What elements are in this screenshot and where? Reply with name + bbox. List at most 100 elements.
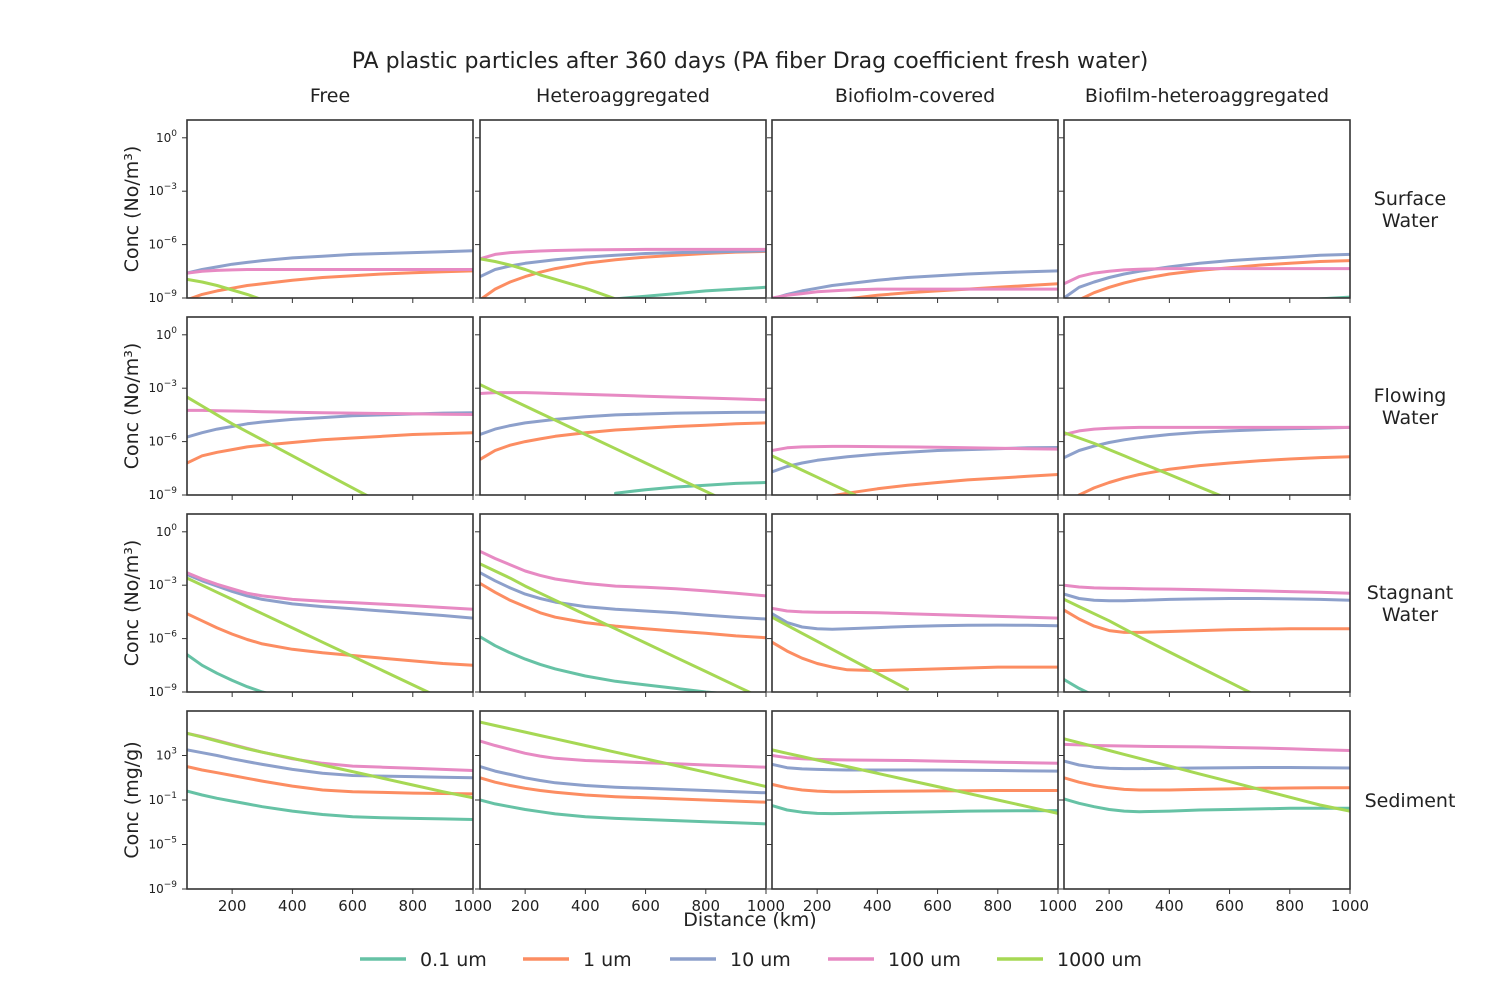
x-tick-label: 1000 xyxy=(747,897,785,915)
series-line-10-um xyxy=(1064,592,1350,603)
x-tick-label: 200 xyxy=(1095,897,1124,915)
panel-frame xyxy=(771,513,1059,693)
y-tick-label: 10−9 xyxy=(148,289,177,305)
panel: 200 400 600 800 1000 xyxy=(1059,710,1369,915)
y-tick-label: 10−3 xyxy=(148,182,177,198)
panel xyxy=(1059,513,1351,697)
row-label: Water xyxy=(1382,210,1438,232)
series-line-10-um xyxy=(480,410,766,436)
series-line-10-um xyxy=(1064,425,1350,460)
series-line-100-um xyxy=(480,391,766,402)
x-tick-label: 400 xyxy=(278,897,307,915)
series-line-100-um xyxy=(480,549,766,598)
y-tick-label: 100 xyxy=(156,326,177,342)
x-axis-label: Distance (km) xyxy=(683,909,816,931)
x-tick-label: 1000 xyxy=(454,897,492,915)
x-tick-label: 800 xyxy=(691,897,720,915)
series-line-0.1-um xyxy=(480,798,766,826)
y-tick-label: 10−6 xyxy=(148,433,177,449)
series-line-1-um xyxy=(187,431,473,465)
y-tick-label: 100 xyxy=(156,129,177,145)
panel xyxy=(767,119,1059,303)
series-line-100-um xyxy=(480,247,766,261)
legend-item: 100 um xyxy=(828,949,961,971)
panel xyxy=(475,316,767,500)
panel-frame xyxy=(186,316,474,496)
series-line-10-um xyxy=(772,762,1058,773)
row-label: Sediment xyxy=(1365,790,1456,812)
column-title: Heteroaggregated xyxy=(536,85,710,107)
legend-item: 10 um xyxy=(670,949,791,971)
series-line-0.1-um xyxy=(614,481,766,495)
series-line-1-um xyxy=(1077,455,1350,495)
series-line-100-um xyxy=(772,606,1058,620)
panel-frame xyxy=(1063,119,1351,299)
series-line-1-um xyxy=(1079,259,1350,298)
y-axis-label: Conc (No/m³) xyxy=(121,343,143,470)
y-axis-label: Conc (No/m³) xyxy=(121,146,143,273)
column-title: Biofilm-heteroaggregated xyxy=(1085,85,1329,107)
row-label: Flowing xyxy=(1374,385,1447,407)
legend-label: 0.1 um xyxy=(420,949,487,971)
y-tick-label: 10−9 xyxy=(148,486,177,502)
row-label: Surface xyxy=(1374,188,1446,210)
x-tick-label: 200 xyxy=(511,897,540,915)
series-line-1-um xyxy=(187,612,473,667)
series-line-1-um xyxy=(772,640,1058,673)
y-tick-label: 10−9 xyxy=(148,683,177,699)
row-label: Water xyxy=(1382,604,1438,626)
series-line-100-um xyxy=(772,444,1058,452)
legend: 0.1 um 1 um 10 um 100 um 1000 um xyxy=(360,949,1142,971)
y-axis-label: Conc (mg/g) xyxy=(121,741,143,858)
series-line-100-um xyxy=(1064,583,1350,595)
series-line-10-um xyxy=(187,573,473,620)
panel: 200 400 600 800 1000 xyxy=(475,710,785,915)
series-line-0.1-um xyxy=(1064,797,1350,814)
series-line-1-um xyxy=(480,776,766,804)
series-line-0.1-um xyxy=(614,285,766,298)
panel xyxy=(475,119,767,303)
y-tick-label: 103 xyxy=(156,747,177,763)
series-line-1000-um xyxy=(772,615,909,691)
panel: 100 10−3 10−6 10−9 xyxy=(148,119,474,305)
panel xyxy=(1059,119,1351,303)
column-titles: Free Heteroaggregated Biofiolm-covered Biof… xyxy=(310,85,1329,107)
row-label: Stagnant xyxy=(1367,582,1453,604)
legend-item: 1000 um xyxy=(997,949,1142,971)
chart-title: PA plastic particles after 360 days (PA … xyxy=(352,49,1149,74)
series-line-10-um xyxy=(1064,759,1350,771)
panel: 100 10−3 10−6 10−9 xyxy=(148,513,474,699)
series-line-0.1-um xyxy=(1064,678,1091,692)
series-line-100-um xyxy=(772,287,1058,298)
series-line-100-um xyxy=(187,268,473,275)
series-line-1-um xyxy=(480,249,766,298)
panel-frame xyxy=(1063,513,1351,693)
panel-frame xyxy=(771,710,1059,890)
row-labels: SurfaceWaterFlowingWaterStagnantWaterSed… xyxy=(1365,188,1456,812)
series-line-1000-um xyxy=(187,395,370,495)
panel-frame xyxy=(1063,316,1351,496)
x-tick-label: 1000 xyxy=(1039,897,1077,915)
y-tick-label: 100 xyxy=(156,523,177,539)
panel xyxy=(475,513,767,697)
panel: 100 10−3 10−6 10−9 xyxy=(148,316,474,502)
series-line-10-um xyxy=(187,249,473,275)
panel-frame xyxy=(1063,710,1351,890)
series-line-10-um xyxy=(480,571,766,621)
x-tick-label: 1000 xyxy=(1331,897,1369,915)
y-tick-label: 10−6 xyxy=(148,236,177,252)
series-line-100-um xyxy=(772,754,1058,765)
legend-item: 1 um xyxy=(523,949,632,971)
panel-frame xyxy=(771,316,1059,496)
legend-label: 10 um xyxy=(730,949,791,971)
series-line-100-um xyxy=(480,739,766,769)
series-line-1000-um xyxy=(480,257,617,298)
panel xyxy=(1059,316,1351,500)
series-line-1000-um xyxy=(1064,431,1223,495)
x-tick-label: 600 xyxy=(923,897,952,915)
series-line-10-um xyxy=(187,748,473,780)
x-tick-label: 600 xyxy=(338,897,367,915)
series-line-1000-um xyxy=(772,748,1058,815)
y-tick-label: 10−6 xyxy=(148,630,177,646)
series-line-1-um xyxy=(480,421,766,461)
